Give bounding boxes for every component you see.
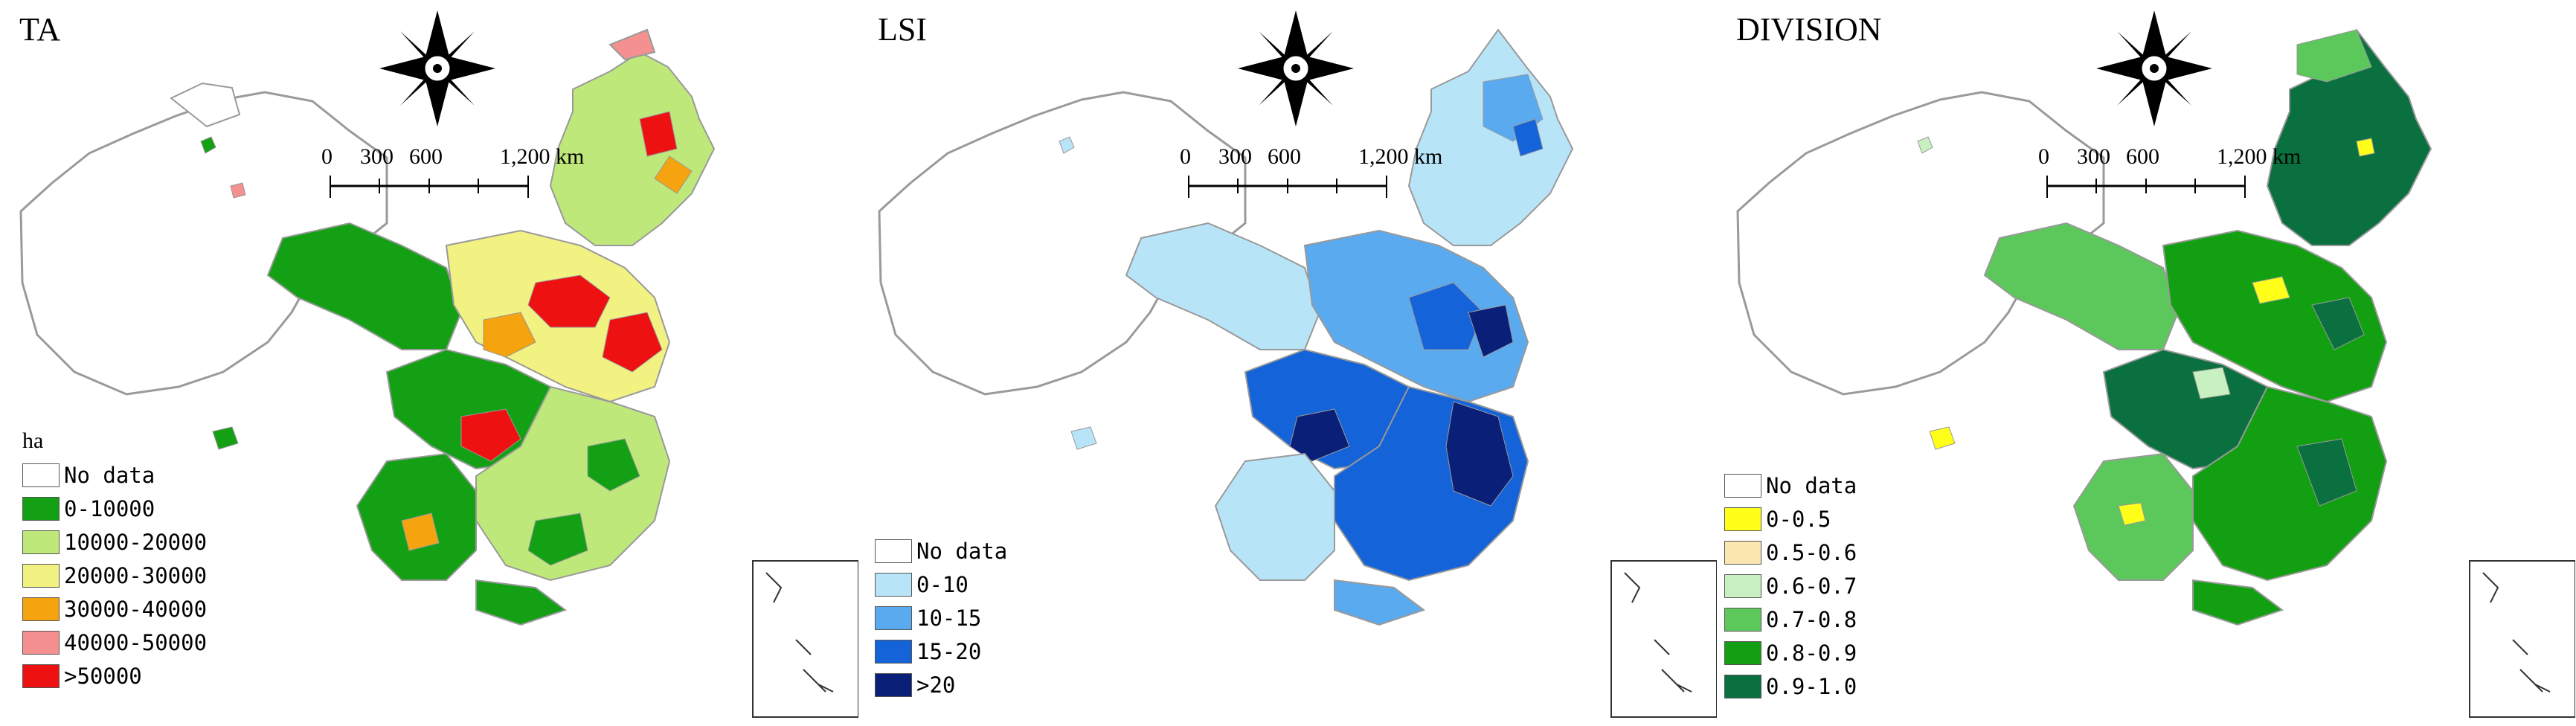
scale-label-1200: 1,200 km <box>1358 144 1442 169</box>
legend-item: 10000-20000 <box>22 525 207 559</box>
legend-label: 20000-30000 <box>64 562 208 588</box>
scale-label-0: 0 <box>2038 144 2049 169</box>
legend-label: 15-20 <box>916 638 982 664</box>
panel-lsi: 0 300 600 1,200 km LSI No data 0-10 10-1… <box>858 0 1717 726</box>
legend-label: 0-10 <box>916 571 969 597</box>
panel-title: DIVISION <box>1736 11 1882 48</box>
legend-item: 0.6-0.7 <box>1724 569 1857 603</box>
legend-item: 0-0.5 <box>1724 502 1857 536</box>
legend-swatch <box>22 530 60 554</box>
scale-bar: 0 300 600 1,200 km <box>321 144 584 198</box>
legend-swatch <box>1724 574 1761 598</box>
legend-unit: ha <box>22 428 44 453</box>
scale-label-600: 600 <box>2126 144 2159 169</box>
scale-label-1200: 1,200 km <box>2217 144 2301 169</box>
lsi-map: 0 300 600 1,200 km <box>878 10 1717 718</box>
legend: ha No data 0-10000 10000-20000 20000-300… <box>22 428 207 693</box>
scale-label-300: 300 <box>2077 144 2110 169</box>
legend-swatch <box>22 597 60 621</box>
legend-item: >50000 <box>22 659 207 693</box>
legend-label: 30000-40000 <box>64 596 208 622</box>
panel-title: LSI <box>878 11 927 48</box>
legend-item: 0.9-1.0 <box>1724 669 1857 703</box>
legend-label: 0.6-0.7 <box>1766 573 1857 599</box>
legend-swatch <box>1724 473 1761 498</box>
legend-item: 15-20 <box>875 635 1007 668</box>
legend-item: 0.5-0.6 <box>1724 536 1857 569</box>
legend-item: 0.8-0.9 <box>1724 636 1857 669</box>
legend-swatch <box>1724 540 1761 565</box>
ta-region-fills <box>200 28 716 626</box>
legend-label: No data <box>916 538 1008 564</box>
legend-label: 0.9-1.0 <box>1766 673 1857 699</box>
legend-swatch <box>22 563 60 588</box>
scale-label-0: 0 <box>1180 144 1191 169</box>
legend-label: 40000-50000 <box>64 629 208 655</box>
legend-swatch <box>1724 674 1761 698</box>
legend-label: 0.7-0.8 <box>1766 606 1857 632</box>
legend-swatch <box>875 539 912 563</box>
legend-label: No data <box>1766 472 1857 498</box>
legend-swatch <box>22 496 60 521</box>
legend-swatch <box>1724 607 1761 632</box>
lsi-region-fills <box>1059 28 1574 626</box>
ta-map: 0 300 600 1,200 km <box>19 10 858 718</box>
south-china-sea-inset-icon <box>752 560 858 718</box>
legend-item: No data <box>22 458 207 492</box>
legend-swatch <box>1724 640 1761 665</box>
legend-item: 0-10000 <box>22 492 207 525</box>
scale-label-600: 600 <box>1268 144 1301 169</box>
scale-label-600: 600 <box>409 144 443 169</box>
legend-label: 0.8-0.9 <box>1766 640 1857 666</box>
scale-bar: 0 300 600 1,200 km <box>1180 144 1442 198</box>
panel-division: 0 300 600 1,200 km DIVISION No data 0-0.… <box>1717 0 2575 726</box>
legend-swatch <box>875 672 912 697</box>
scale-label-300: 300 <box>360 144 394 169</box>
legend-swatch <box>22 463 60 487</box>
legend: No data 0-0.5 0.5-0.6 0.6-0.7 0.7-0.8 0.… <box>1724 469 1857 703</box>
legend-label: 10-15 <box>916 605 982 631</box>
south-china-sea-inset-icon <box>1610 560 1717 718</box>
scale-bar: 0 300 600 1,200 km <box>2038 144 2301 198</box>
legend-swatch <box>1724 507 1761 531</box>
legend-label: 10000-20000 <box>64 529 208 555</box>
legend-label: 0.5-0.6 <box>1766 539 1857 565</box>
legend-item: 30000-40000 <box>22 592 207 626</box>
division-map: 0 300 600 1,200 km <box>1736 10 2575 718</box>
scale-label-0: 0 <box>321 144 333 169</box>
legend-item: No data <box>875 534 1007 568</box>
north-arrow-compass-icon <box>1238 10 1354 126</box>
legend: No data 0-10 10-15 15-20 >20 <box>875 534 1007 701</box>
legend-item: >20 <box>875 668 1007 701</box>
legend-item: 0.7-0.8 <box>1724 603 1857 636</box>
legend-swatch <box>875 605 912 630</box>
legend-swatch <box>22 664 60 688</box>
legend-label: 0-0.5 <box>1766 506 1831 532</box>
legend-swatch <box>875 639 912 664</box>
legend-swatch <box>875 572 912 597</box>
legend-item: No data <box>1724 469 1857 502</box>
panel-ta: 0 300 600 1,200 km TA ha No data 0-10000… <box>0 0 858 726</box>
north-arrow-compass-icon <box>2096 10 2212 126</box>
legend-label: No data <box>64 462 155 488</box>
north-arrow-compass-icon <box>379 10 495 126</box>
legend-label: >50000 <box>64 663 142 689</box>
scale-label-1200: 1,200 km <box>500 144 584 169</box>
legend-item: 0-10 <box>875 568 1007 601</box>
scale-label-300: 300 <box>1218 144 1252 169</box>
south-china-sea-inset-icon <box>2469 560 2575 718</box>
division-region-fills <box>1917 28 2432 626</box>
legend-item: 10-15 <box>875 601 1007 635</box>
legend-item: 40000-50000 <box>22 626 207 659</box>
legend-label: >20 <box>916 672 956 698</box>
panel-title: TA <box>19 11 61 48</box>
legend-swatch <box>22 630 60 655</box>
legend-label: 0-10000 <box>64 495 155 521</box>
legend-item: 20000-30000 <box>22 559 207 592</box>
